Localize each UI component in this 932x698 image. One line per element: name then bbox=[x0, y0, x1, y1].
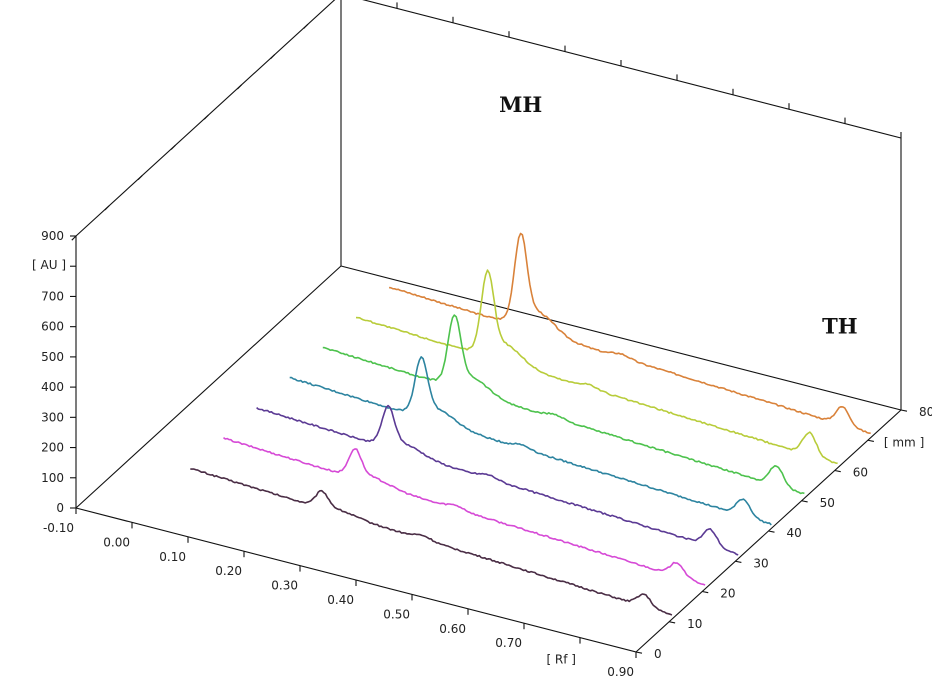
rf-tick-label: 0.30 bbox=[271, 579, 298, 593]
trace-20mm bbox=[223, 436, 706, 586]
au-tick-label: 500 bbox=[41, 350, 64, 364]
au-tick-label: 0 bbox=[56, 501, 64, 515]
top-left-tick-mark bbox=[104, 205, 110, 211]
mm-tick-label: 0 bbox=[654, 647, 662, 661]
top-left-tick-mark bbox=[303, 23, 309, 29]
rf-tick-label: 0.90 bbox=[607, 665, 634, 679]
mm-tick-label: 10 bbox=[687, 617, 702, 631]
mm-tick-label: 30 bbox=[753, 556, 768, 570]
axis-ticks bbox=[70, 2, 908, 658]
au-tick-label: 100 bbox=[41, 471, 64, 485]
rf-tick-label: -0.10 bbox=[43, 521, 74, 535]
annotation-mh: MH bbox=[499, 92, 542, 117]
top-left-tick-mark bbox=[203, 114, 209, 120]
mm-tick-label: 60 bbox=[853, 466, 868, 480]
mm-tick-mark bbox=[702, 590, 709, 594]
mm-tick-mark bbox=[867, 439, 874, 442]
trace-40mm bbox=[289, 356, 772, 526]
floor-back-edge bbox=[340, 265, 902, 411]
mm-axis-label: [ mm ] bbox=[884, 435, 924, 449]
rf-axis-label: [ Rf ] bbox=[546, 653, 576, 667]
trace-10mm bbox=[190, 468, 673, 616]
top-left-edge bbox=[75, 0, 336, 237]
au-tick-label: 300 bbox=[41, 410, 64, 424]
trace-60mm bbox=[355, 269, 838, 465]
mm-tick-mark bbox=[834, 469, 841, 473]
top-left-tick-mark bbox=[137, 175, 143, 181]
mm-tick-mark bbox=[801, 500, 808, 503]
top-back-edge bbox=[362, 0, 902, 139]
au-tick-label: 900 bbox=[41, 229, 64, 243]
mm-tick-label: 20 bbox=[720, 587, 735, 601]
rf-tick-label: 0.50 bbox=[383, 607, 410, 621]
top-left-tick-mark bbox=[270, 54, 276, 60]
mm-tick-label: 80 bbox=[919, 405, 932, 419]
rf-tick-label: 0.10 bbox=[159, 550, 186, 564]
top-left-tick-mark bbox=[237, 84, 243, 90]
au-axis-label: [ AU ] bbox=[32, 258, 66, 272]
au-tick-label: 700 bbox=[41, 289, 64, 303]
trace-30mm bbox=[256, 404, 739, 556]
top-left-tick-mark bbox=[170, 144, 176, 150]
rf-tick-label: 0.70 bbox=[495, 636, 522, 650]
mm-tick-mark bbox=[900, 409, 908, 412]
rf-tick-label: 0.40 bbox=[327, 593, 354, 607]
mm-tick-mark bbox=[768, 530, 775, 533]
chromatogram-traces bbox=[190, 232, 871, 616]
trace-70mm bbox=[389, 232, 871, 434]
annotation-th: TH bbox=[822, 313, 857, 338]
au-tick-label: 600 bbox=[41, 320, 64, 334]
rf-tick-label: 0.20 bbox=[215, 564, 242, 578]
rf-tick-label: 0.00 bbox=[103, 535, 130, 549]
au-tick-label: 400 bbox=[41, 380, 64, 394]
mm-tick-mark bbox=[635, 651, 643, 654]
top-left-tick-mark bbox=[71, 235, 77, 241]
rf-tick-label: 0.60 bbox=[439, 622, 466, 636]
trace-50mm bbox=[322, 314, 805, 495]
mm-tick-mark bbox=[669, 621, 676, 624]
mm-tick-label: 40 bbox=[787, 526, 802, 540]
axes-frame bbox=[75, 0, 902, 653]
mm-tick-label: 50 bbox=[820, 496, 835, 510]
mm-tick-mark bbox=[735, 560, 742, 563]
au-tick-label: 200 bbox=[41, 441, 64, 455]
floor-left-edge bbox=[75, 265, 342, 509]
